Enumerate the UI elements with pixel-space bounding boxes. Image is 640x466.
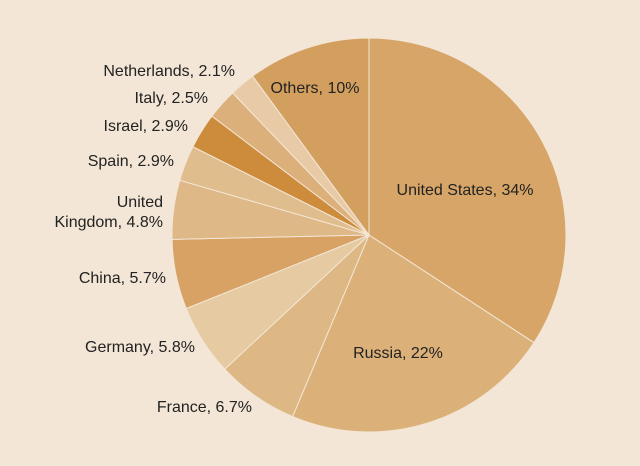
slice-united-states <box>368 37 567 344</box>
label-israel: Israel, 2.9% <box>104 118 188 135</box>
label-others: Others, 10% <box>271 80 360 97</box>
pie-slices <box>171 37 567 433</box>
label-united-states: United States, 34% <box>397 182 534 199</box>
slice-russia <box>291 234 535 433</box>
label-germany: Germany, 5.8% <box>85 339 195 356</box>
label-italy: Italy, 2.5% <box>134 90 208 107</box>
slice-others <box>251 37 370 237</box>
label-russia: Russia, 22% <box>353 345 443 362</box>
label-netherlands: Netherlands, 2.1% <box>103 63 235 80</box>
label-spain: Spain, 2.9% <box>88 153 174 170</box>
label-france: France, 6.7% <box>157 399 252 416</box>
label-united-kingdom: United Kingdom, 4.8% <box>54 194 163 231</box>
label-china: China, 5.7% <box>79 270 166 287</box>
pie-labels: United States, 34% Russia, 22% France, 6.7… <box>54 63 533 416</box>
